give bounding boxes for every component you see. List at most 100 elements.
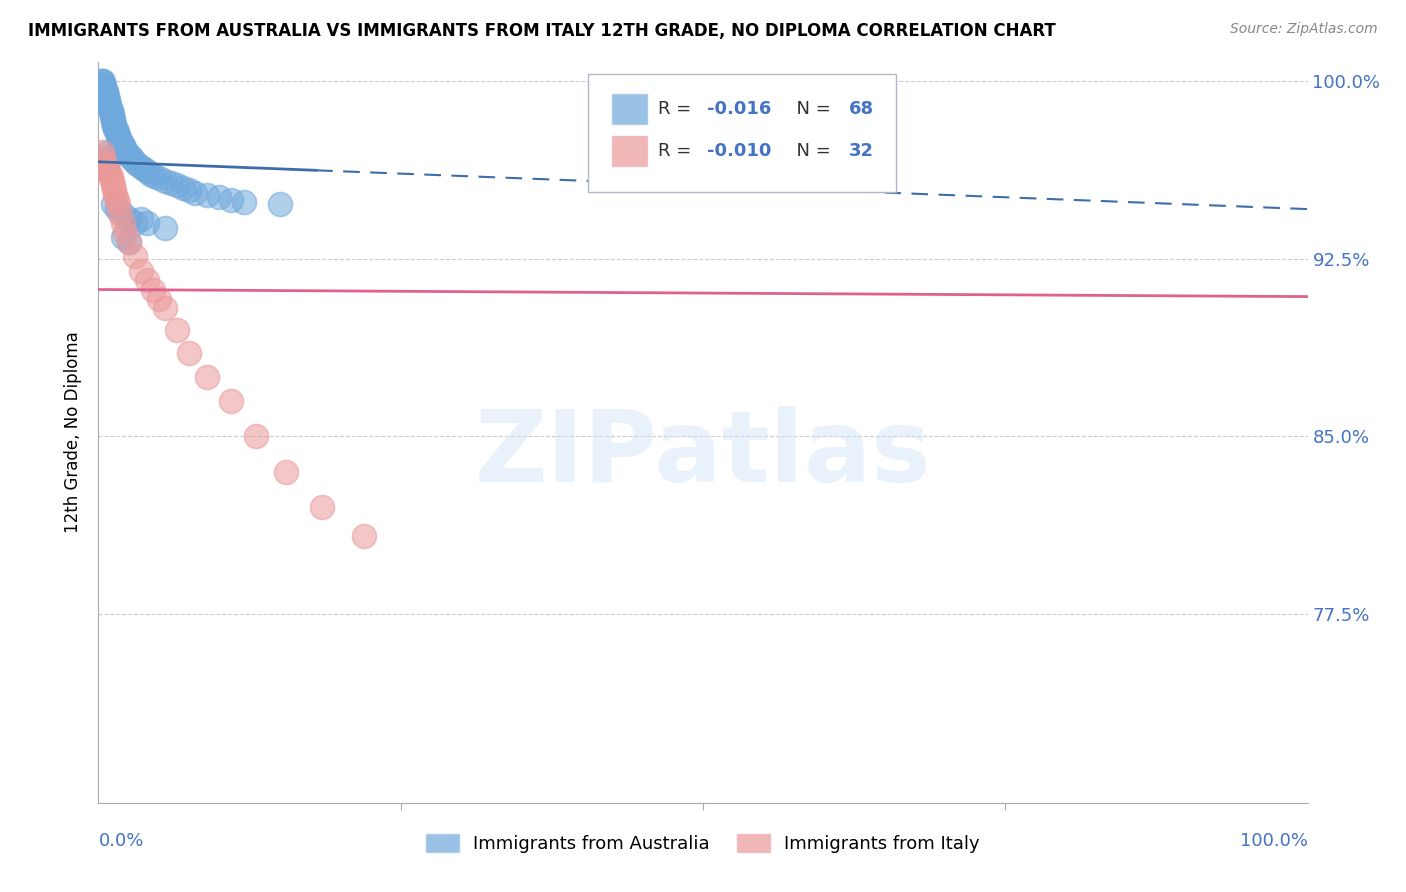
Point bbox=[105, 202, 128, 216]
Point bbox=[108, 207, 131, 221]
Point bbox=[135, 164, 157, 178]
Point bbox=[172, 181, 194, 195]
Point bbox=[97, 95, 120, 110]
Point bbox=[100, 103, 122, 117]
Point bbox=[166, 178, 188, 193]
Point bbox=[269, 197, 291, 211]
Y-axis label: 12th Grade, No Diploma: 12th Grade, No Diploma bbox=[65, 332, 83, 533]
Point bbox=[232, 194, 254, 209]
Text: ZIPatlas: ZIPatlas bbox=[475, 407, 931, 503]
Point bbox=[195, 187, 218, 202]
Point bbox=[105, 124, 128, 138]
Point bbox=[195, 370, 218, 384]
Point bbox=[118, 147, 141, 161]
Point bbox=[105, 127, 128, 141]
Point bbox=[129, 211, 152, 226]
Point bbox=[103, 117, 125, 131]
Point bbox=[105, 193, 128, 207]
FancyBboxPatch shape bbox=[613, 136, 647, 166]
Point bbox=[221, 393, 243, 408]
Point bbox=[208, 190, 231, 204]
Point bbox=[97, 145, 120, 160]
Point bbox=[91, 77, 114, 91]
Point bbox=[129, 263, 152, 277]
Point bbox=[96, 91, 118, 105]
Point bbox=[101, 112, 124, 127]
Text: N =: N = bbox=[785, 100, 837, 118]
Point bbox=[166, 323, 188, 337]
Point bbox=[94, 154, 117, 169]
Point bbox=[153, 221, 176, 235]
Point bbox=[142, 283, 165, 297]
Point bbox=[91, 150, 114, 164]
Point bbox=[98, 100, 121, 114]
Text: 0.0%: 0.0% bbox=[98, 832, 143, 850]
FancyBboxPatch shape bbox=[588, 73, 897, 192]
Point bbox=[110, 136, 132, 150]
Point bbox=[184, 186, 207, 200]
Point bbox=[103, 183, 125, 197]
Point bbox=[311, 500, 333, 515]
Text: Source: ZipAtlas.com: Source: ZipAtlas.com bbox=[1230, 22, 1378, 37]
Point bbox=[153, 174, 176, 188]
Point bbox=[96, 161, 118, 176]
Point bbox=[114, 143, 136, 157]
Point bbox=[100, 169, 122, 183]
Point bbox=[108, 134, 131, 148]
Text: IMMIGRANTS FROM AUSTRALIA VS IMMIGRANTS FROM ITALY 12TH GRADE, NO DIPLOMA CORREL: IMMIGRANTS FROM AUSTRALIA VS IMMIGRANTS … bbox=[28, 22, 1056, 40]
Point bbox=[104, 121, 127, 136]
Point bbox=[153, 301, 176, 316]
Point bbox=[160, 176, 183, 190]
Point bbox=[124, 249, 146, 263]
Point bbox=[91, 74, 114, 88]
Point bbox=[93, 81, 115, 95]
Point bbox=[104, 187, 127, 202]
Point bbox=[120, 150, 142, 164]
Point bbox=[91, 74, 114, 88]
Point bbox=[108, 131, 131, 145]
Point bbox=[148, 171, 170, 186]
Point bbox=[148, 292, 170, 306]
Point bbox=[101, 114, 124, 128]
Point bbox=[111, 207, 134, 221]
Point bbox=[121, 153, 143, 167]
Point bbox=[118, 235, 141, 250]
Point bbox=[98, 167, 121, 181]
Point bbox=[135, 216, 157, 230]
Text: -0.010: -0.010 bbox=[707, 143, 770, 161]
Point bbox=[129, 160, 152, 174]
Point bbox=[127, 157, 149, 171]
Point bbox=[107, 197, 129, 211]
Point bbox=[111, 138, 134, 153]
Legend: Immigrants from Australia, Immigrants from Italy: Immigrants from Australia, Immigrants fr… bbox=[419, 827, 987, 861]
Point bbox=[97, 93, 120, 107]
Point bbox=[93, 154, 115, 169]
Text: 68: 68 bbox=[849, 100, 875, 118]
Point bbox=[97, 164, 120, 178]
Point bbox=[90, 74, 112, 88]
Point bbox=[179, 183, 201, 197]
Point bbox=[111, 216, 134, 230]
Point bbox=[107, 128, 129, 143]
Point bbox=[100, 110, 122, 124]
Point bbox=[221, 193, 243, 207]
Point bbox=[118, 211, 141, 226]
Point bbox=[94, 84, 117, 98]
Point bbox=[100, 105, 122, 120]
Point bbox=[100, 107, 122, 121]
Point bbox=[124, 216, 146, 230]
Point bbox=[124, 154, 146, 169]
Point bbox=[135, 273, 157, 287]
Point bbox=[139, 167, 162, 181]
Point bbox=[98, 98, 121, 112]
Text: 100.0%: 100.0% bbox=[1240, 832, 1308, 850]
Point bbox=[100, 150, 122, 164]
Text: 32: 32 bbox=[849, 143, 875, 161]
Point bbox=[114, 226, 136, 240]
Point bbox=[274, 465, 297, 479]
Point bbox=[103, 120, 125, 134]
Point bbox=[96, 88, 118, 103]
Point bbox=[94, 86, 117, 100]
Point bbox=[93, 79, 115, 94]
Point bbox=[100, 174, 122, 188]
